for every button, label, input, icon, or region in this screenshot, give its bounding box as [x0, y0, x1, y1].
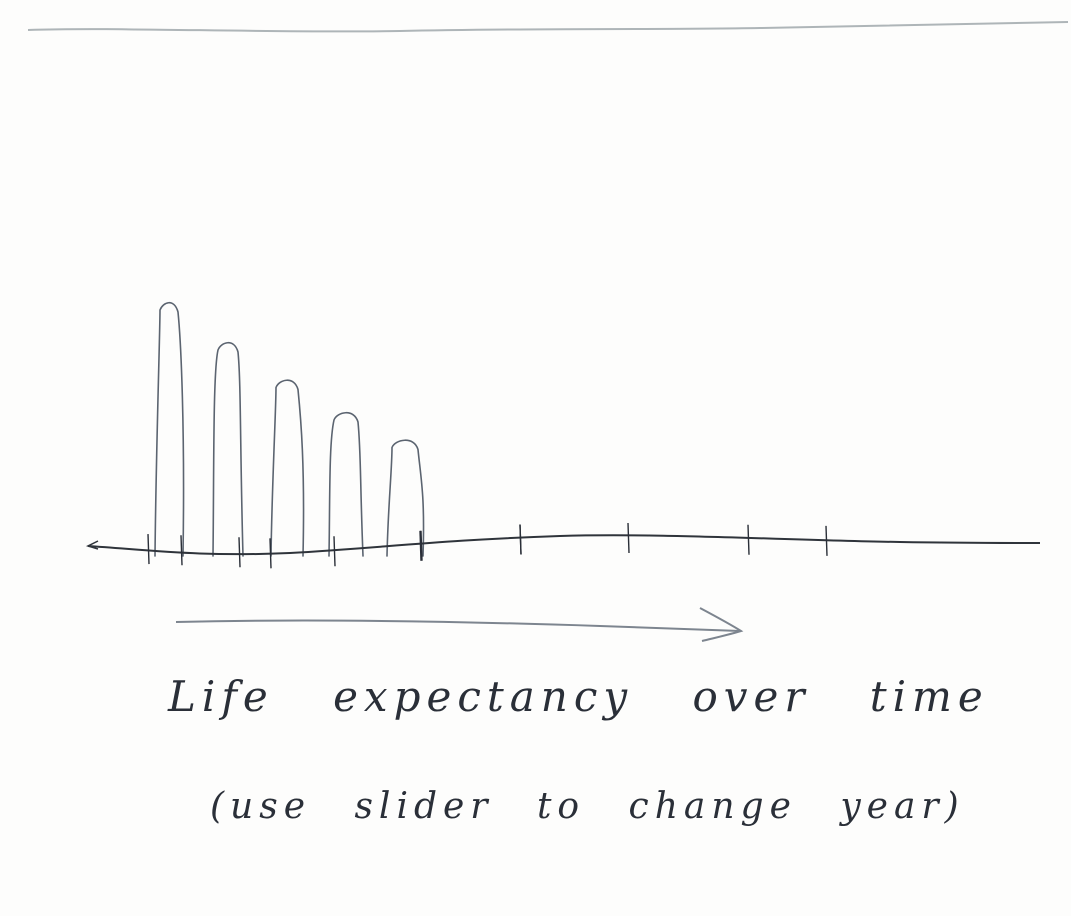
- axis-tick: [747, 524, 750, 555]
- x-axis: [85, 534, 1041, 556]
- x-axis-ticks: [147, 522, 828, 569]
- axis-tick: [825, 525, 828, 556]
- axis-tick: [419, 530, 422, 561]
- axis-tick: [333, 536, 336, 567]
- bar-group: [154, 301, 425, 557]
- slider-instruction-note: (use slider to change year): [210, 786, 965, 827]
- axis-tick: [519, 524, 522, 555]
- axis-tick: [627, 522, 630, 554]
- chart-caption-title: Life expectancy over time: [168, 672, 989, 721]
- bar-mark: [270, 379, 305, 557]
- torn-paper-edge: [27, 21, 1069, 33]
- bar-mark: [212, 341, 244, 557]
- axis-tick: [269, 538, 272, 569]
- axis-tick: [147, 534, 150, 565]
- axis-tick: [420, 530, 423, 561]
- axis-tick: [238, 537, 241, 568]
- bar-mark: [328, 411, 364, 557]
- axis-tick: [180, 535, 183, 566]
- year-slider-arrow: [175, 607, 744, 642]
- bar-mark: [386, 439, 425, 557]
- bar-mark: [154, 301, 185, 557]
